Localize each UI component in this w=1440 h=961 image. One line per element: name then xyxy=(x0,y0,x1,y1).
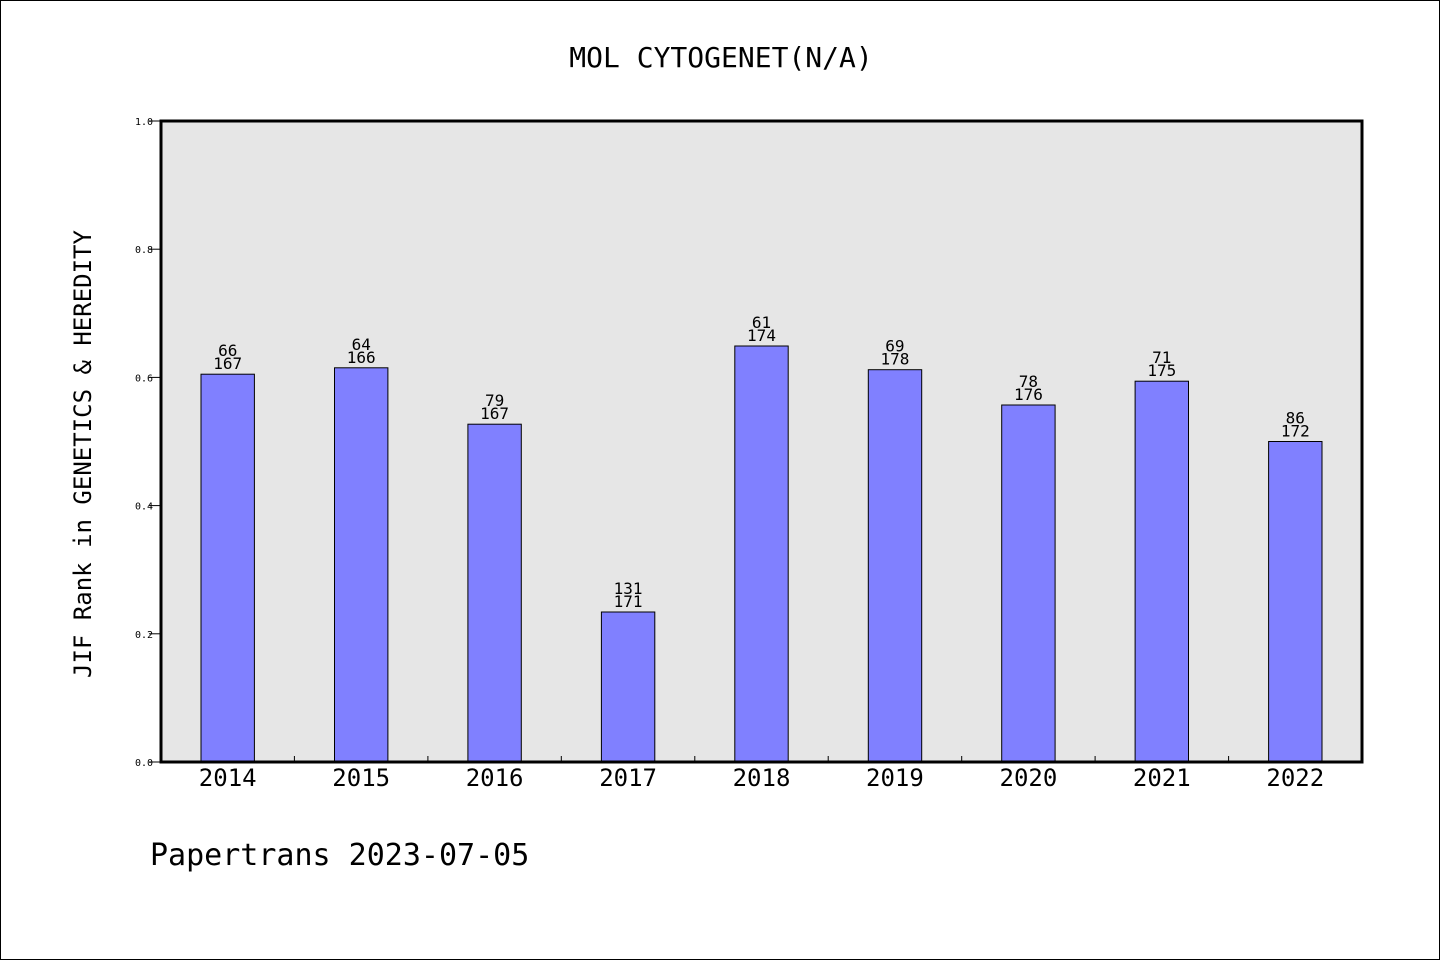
y-tick-label: 0.8 xyxy=(135,245,153,256)
y-tick-label: 1.0 xyxy=(135,117,153,128)
y-tick-label: 0.0 xyxy=(135,758,153,769)
bar-2016 xyxy=(467,423,522,763)
x-axis-ticks: 2014 2015 2016 2017 2018 2019 2020 2021 2022 xyxy=(199,756,1324,792)
bar-total-label: 174 xyxy=(747,326,776,345)
x-tick-label: 2020 xyxy=(1000,764,1058,792)
bar-total-label: 175 xyxy=(1147,361,1176,380)
bar-total-label: 171 xyxy=(614,592,643,611)
y-tick-label: 0.2 xyxy=(135,630,153,641)
x-tick-label: 2014 xyxy=(199,764,257,792)
bar-rank-label: 64 xyxy=(352,335,371,354)
x-tick-label: 2022 xyxy=(1266,764,1324,792)
footer-text: Papertrans 2023-07-05 xyxy=(150,838,529,873)
bar-total-label: 167 xyxy=(480,404,509,423)
plot-border xyxy=(159,119,1364,764)
bar-rank-label: 71 xyxy=(1152,348,1171,367)
y-axis-ticks: 0.0 0.2 0.4 0.6 0.8 1.0 xyxy=(135,117,161,769)
bar-total-label: 178 xyxy=(880,350,909,369)
bar-rank-label: 86 xyxy=(1286,409,1305,428)
bar-2018 xyxy=(734,345,789,763)
x-tick-label: 2016 xyxy=(466,764,524,792)
bar-2017 xyxy=(600,611,656,763)
x-tick-label: 2017 xyxy=(599,764,657,792)
bar-total-label: 176 xyxy=(1014,385,1043,404)
bar-2022 xyxy=(1268,441,1323,763)
bar-2020 xyxy=(1001,404,1056,763)
bar-rank-label: 66 xyxy=(218,341,237,360)
bar-rank-label: 69 xyxy=(885,337,904,356)
bar-2021 xyxy=(1134,380,1189,763)
bar-2019 xyxy=(867,369,923,763)
bar-rank-label: 78 xyxy=(1019,372,1038,391)
bar-total-label: 167 xyxy=(213,354,242,373)
bar-total-label: 166 xyxy=(347,348,376,367)
bar-total-label: 172 xyxy=(1281,422,1310,441)
x-tick-label: 2015 xyxy=(332,764,390,792)
bar-labels-group: 6616764166791671311716117469178781767117… xyxy=(213,313,1310,611)
x-tick-label: 2021 xyxy=(1133,764,1191,792)
chart-title: MOL CYTOGENET(N/A) xyxy=(569,41,872,74)
bar-2014 xyxy=(200,373,255,763)
x-tick-label: 2018 xyxy=(733,764,791,792)
y-axis-label: JIF Rank in GENETICS & HEREDITY xyxy=(69,229,97,677)
bar-rank-label: 79 xyxy=(485,391,504,410)
bars-group xyxy=(200,345,1323,763)
y-tick-label: 0.4 xyxy=(135,502,153,513)
y-tick-label: 0.6 xyxy=(135,373,153,384)
bar-2015 xyxy=(334,367,389,763)
x-tick-label: 2019 xyxy=(866,764,924,792)
bar-rank-label: 131 xyxy=(614,579,643,598)
bar-rank-label: 61 xyxy=(752,313,771,332)
